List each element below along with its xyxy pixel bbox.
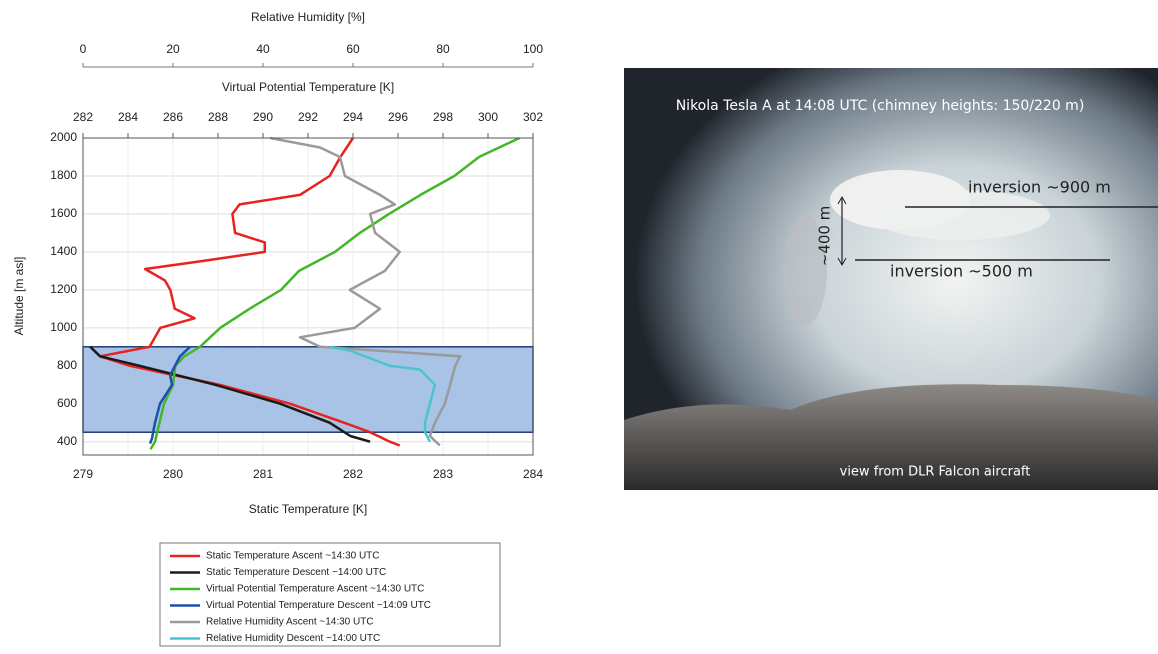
photo-title: Nikola Tesla A at 14:08 UTC (chimney hei… [676, 98, 1085, 114]
x2-tick-label: 296 [388, 110, 408, 124]
y-tick-label: 400 [57, 434, 77, 448]
x2-tick-label: 288 [208, 110, 228, 124]
cloud [870, 190, 1050, 240]
y-tick-label: 1400 [50, 244, 77, 258]
y-tick-label: 1200 [50, 282, 77, 296]
x-axis-label: Static Temperature [K] [249, 502, 368, 516]
x3-tick-label: 20 [166, 42, 180, 56]
y-tick-label: 600 [57, 396, 77, 410]
x2-tick-label: 284 [118, 110, 138, 124]
photo-caption: view from DLR Falcon aircraft [840, 465, 1031, 480]
annotation: inversion ~900 m [968, 178, 1111, 197]
x3-tick-label: 0 [80, 42, 87, 56]
x2-tick-label: 298 [433, 110, 453, 124]
series-line [329, 345, 437, 443]
x-tick-label: 281 [253, 467, 273, 481]
y-tick-label: 1800 [50, 168, 77, 182]
series-line [89, 345, 371, 443]
y-tick-label: 800 [57, 358, 77, 372]
plume [783, 215, 827, 325]
x2-tick-label: 286 [163, 110, 183, 124]
x2-tick-label: 282 [73, 110, 93, 124]
x-tick-label: 283 [433, 467, 453, 481]
aircraft-wing [624, 384, 1158, 490]
y-axis-label: Altitude [m asl] [12, 257, 26, 336]
arrow-heads [837, 195, 847, 267]
x3-tick-label: 100 [523, 42, 543, 56]
y-tick-label: 2000 [50, 130, 77, 144]
x2-tick-label: 302 [523, 110, 543, 124]
x2-tick-label: 294 [343, 110, 363, 124]
series-line [269, 136, 462, 447]
series-line [98, 137, 401, 447]
x3-axis-label: Relative Humidity [%] [251, 10, 365, 24]
x2-axis-label: Virtual Potential Temperature [K] [222, 80, 394, 94]
plot-frame [82, 137, 534, 456]
annotation: inversion ~500 m [890, 262, 1033, 281]
x-tick-label: 280 [163, 467, 183, 481]
legend-label: Virtual Potential Temperature Descent ~1… [206, 600, 431, 611]
x2-tick-label: 290 [253, 110, 273, 124]
legend-label: Relative Humidity Ascent ~14:30 UTC [206, 617, 374, 628]
series-line [148, 345, 191, 445]
series-line [149, 136, 521, 450]
x3-tick-label: 40 [256, 42, 270, 56]
x-tick-label: 279 [73, 467, 93, 481]
x3-tick-label: 80 [436, 42, 450, 56]
legend [159, 542, 501, 647]
y-tick-label: 1000 [50, 320, 77, 334]
inversion-band [82, 346, 534, 433]
y-tick-label: 1600 [50, 206, 77, 220]
legend-label: Static Temperature Descent ~14:00 UTC [206, 567, 386, 578]
legend-label: Static Temperature Ascent ~14:30 UTC [206, 551, 380, 562]
x2-tick-label: 300 [478, 110, 498, 124]
annotation: ~400 m [816, 206, 834, 267]
photo: Nikola Tesla A at 14:08 UTC (chimney hei… [624, 68, 1158, 490]
x-tick-label: 282 [343, 467, 363, 481]
x2-tick-label: 292 [298, 110, 318, 124]
legend-label: Relative Humidity Descent ~14:00 UTC [206, 633, 380, 644]
legend-label: Virtual Potential Temperature Ascent ~14… [206, 584, 424, 595]
x3-tick-label: 60 [346, 42, 360, 56]
x-tick-label: 284 [523, 467, 543, 481]
